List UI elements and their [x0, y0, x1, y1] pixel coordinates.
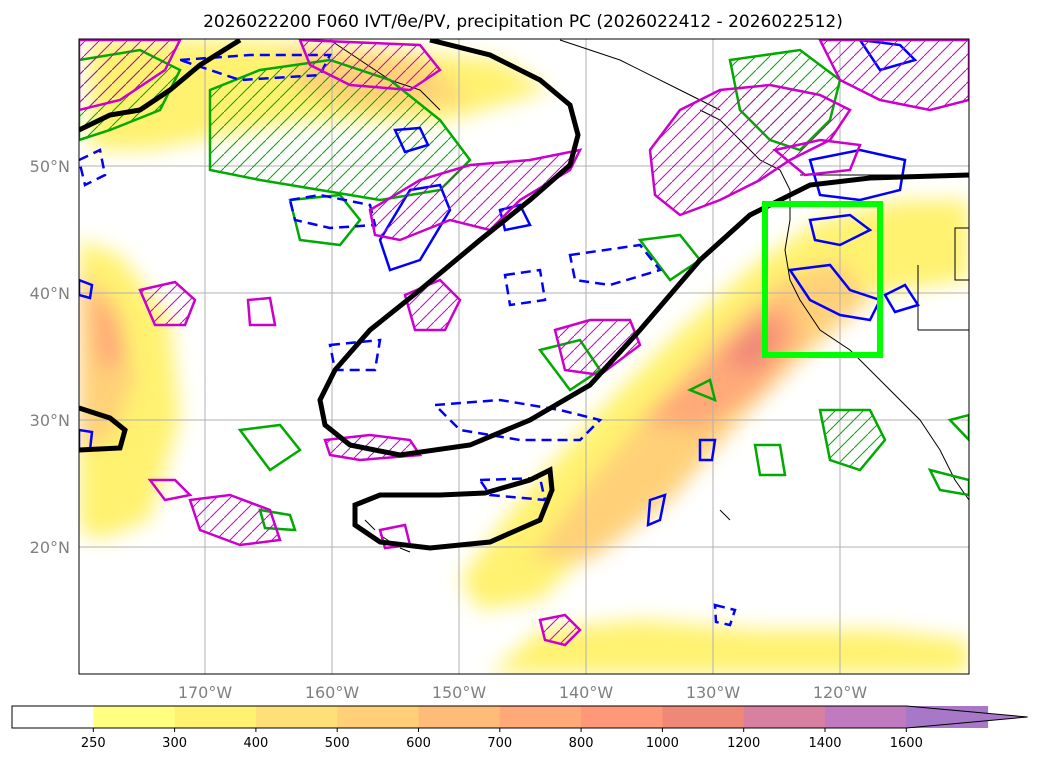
colorbar-segment — [93, 706, 176, 728]
colorbar-outline — [11, 705, 1028, 729]
colorbar-tick-label: 250 — [81, 736, 106, 751]
colorbar-segment — [499, 706, 582, 728]
precip-pc-contours — [79, 39, 969, 647]
lon-labels: 170°W 160°W 150°W 140°W 130°W 120°W — [178, 683, 868, 702]
colorbar-tick-label: 1400 — [808, 736, 841, 751]
colorbar-segment — [337, 706, 419, 728]
colorbar-tick-label: 300 — [162, 736, 187, 751]
colorbar-segment — [418, 706, 501, 728]
lon-label: 160°W — [305, 683, 360, 702]
colorbar-segment — [662, 706, 745, 728]
colorbar-tick-label: 600 — [406, 736, 431, 751]
colorbar-segment — [12, 706, 94, 728]
region-highlight-box — [762, 201, 883, 358]
lon-label: 140°W — [559, 683, 614, 702]
lat-label: 40°N — [30, 284, 70, 303]
colorbar-segment — [581, 706, 663, 728]
colorbar-segment — [825, 706, 907, 728]
colorbar: 250 300 400 500 600 700 800 1000 1200 1400 1600 — [11, 705, 1028, 751]
lon-label: 130°W — [686, 683, 741, 702]
colorbar-segment — [174, 706, 257, 728]
figure-title: 2026022200 F060 IVT/θe/PV, precipitation… — [203, 12, 843, 32]
map-frame — [78, 38, 970, 675]
lat-label: 20°N — [30, 538, 70, 557]
lon-label: 150°W — [432, 683, 487, 702]
colorbar-tick-label: 1600 — [890, 736, 923, 751]
colorbar-tick-label: 400 — [243, 736, 268, 751]
lon-label: 170°W — [178, 683, 233, 702]
colorbar-tick-label: 1200 — [727, 736, 760, 751]
lat-label: 50°N — [30, 157, 70, 176]
colorbar-tick-label: 500 — [325, 736, 350, 751]
colorbar-segment — [255, 706, 338, 728]
colorbar-tick-label: 700 — [487, 736, 512, 751]
colorbar-segment — [743, 706, 826, 728]
colorbar-extend-arrow — [906, 706, 1028, 728]
lat-label: 30°N — [30, 411, 70, 430]
theta-e-contours — [79, 39, 969, 551]
colorbar-tick-label: 800 — [569, 736, 594, 751]
colorbar-tick-label: 1000 — [646, 736, 679, 751]
lat-labels: 50°N 40°N 30°N 20°N — [30, 157, 70, 557]
lon-label: 120°W — [813, 683, 868, 702]
map-content — [79, 39, 969, 674]
